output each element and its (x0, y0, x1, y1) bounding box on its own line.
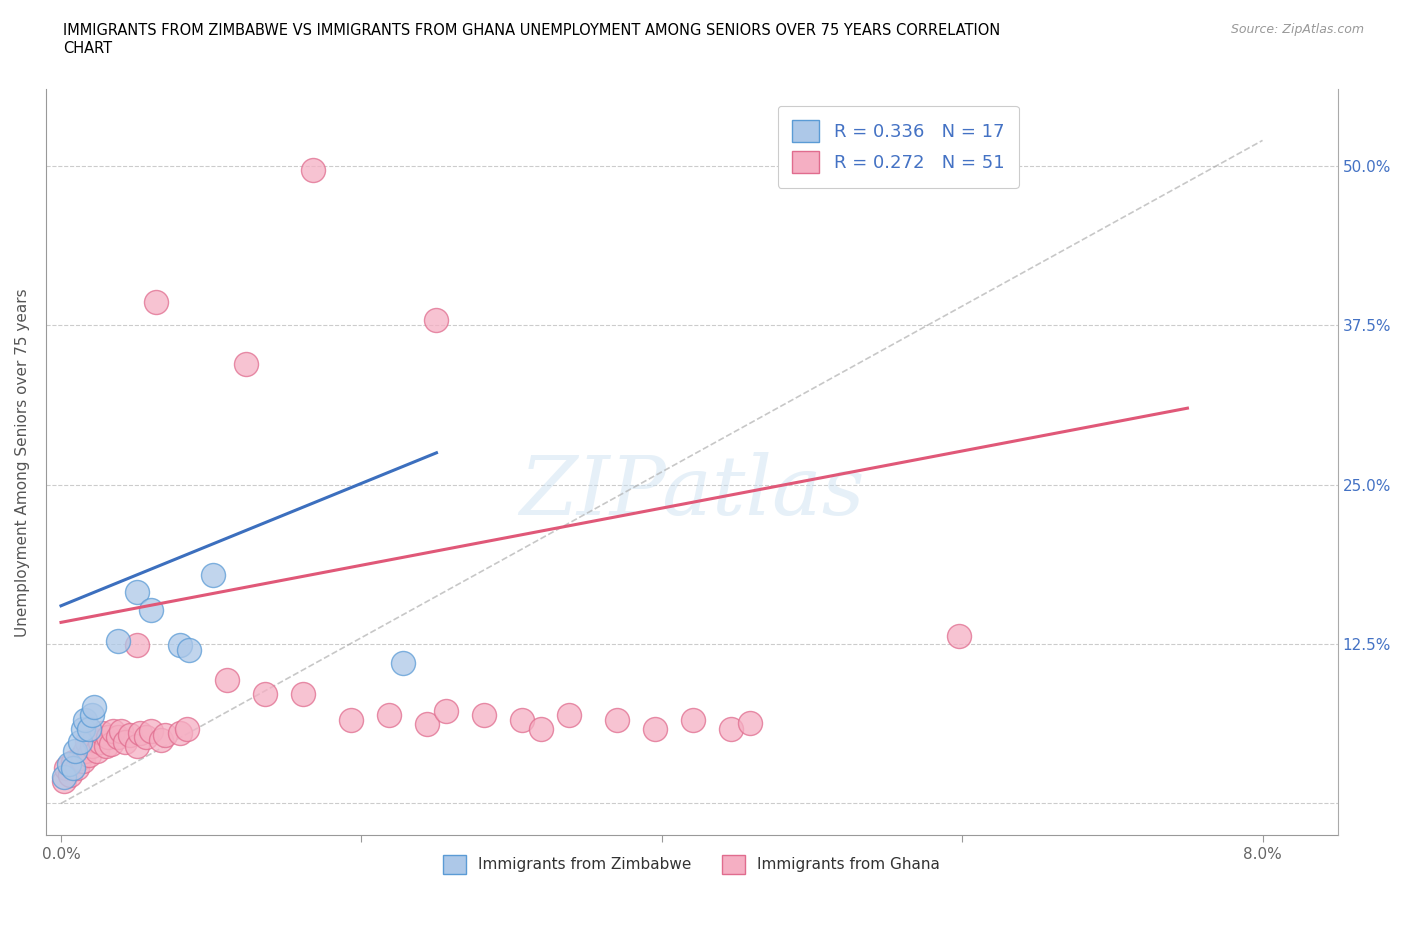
Point (125, 585, 148, 600)
Point (73, 712, 96, 727)
Point (62, 754, 84, 769)
Point (114, 735, 136, 750)
Point (606, 712, 628, 727)
Point (179, 642, 201, 657)
Point (90, 725, 112, 740)
Point (201, 567, 224, 582)
Point (66, 761, 89, 776)
Point (301, 163, 323, 178)
Point (120, 727, 142, 742)
Text: Source: ZipAtlas.com: Source: ZipAtlas.com (1230, 23, 1364, 36)
Point (94, 738, 117, 753)
Point (510, 712, 533, 727)
Point (52, 770, 75, 785)
Point (948, 629, 970, 644)
Point (72, 754, 94, 769)
Point (89, 735, 111, 750)
Point (176, 722, 198, 737)
Point (254, 686, 277, 701)
Point (558, 708, 581, 723)
Point (530, 722, 553, 737)
Point (377, 708, 399, 723)
Text: IMMIGRANTS FROM ZIMBABWE VS IMMIGRANTS FROM GHANA UNEMPLOYMENT AMONG SENIORS OVE: IMMIGRANTS FROM ZIMBABWE VS IMMIGRANTS F… (63, 23, 1001, 56)
Legend: Immigrants from Zimbabwe, Immigrants from Ghana: Immigrants from Zimbabwe, Immigrants fro… (437, 849, 946, 880)
Point (738, 715, 761, 730)
Point (169, 725, 191, 740)
Point (69, 751, 91, 765)
Point (86, 743, 108, 758)
Point (292, 686, 315, 701)
Point (82, 738, 104, 753)
Point (472, 708, 495, 723)
Point (720, 722, 742, 737)
Point (107, 730, 129, 745)
Point (434, 704, 457, 719)
Point (392, 656, 415, 671)
Point (97, 730, 120, 745)
Point (79, 722, 101, 737)
Point (682, 712, 704, 727)
Point (107, 633, 129, 648)
Point (141, 603, 163, 618)
Point (141, 724, 163, 738)
Point (155, 727, 177, 742)
Point (83, 699, 105, 714)
Point (59, 768, 82, 783)
Point (128, 725, 150, 740)
Point (83, 733, 105, 748)
Point (72, 722, 94, 737)
Point (145, 295, 167, 310)
Point (169, 638, 191, 653)
Point (235, 356, 257, 371)
Point (125, 638, 148, 653)
Point (644, 722, 666, 737)
Point (58, 756, 80, 771)
Point (76, 735, 98, 750)
Point (103, 724, 125, 738)
Point (217, 673, 239, 688)
Point (110, 724, 132, 738)
Text: ZIPatlas: ZIPatlas (519, 452, 865, 532)
Point (65, 743, 87, 758)
Point (73, 743, 96, 758)
Point (82, 708, 104, 723)
Point (149, 733, 172, 748)
Point (135, 730, 157, 745)
Point (125, 738, 148, 753)
Point (55, 761, 77, 776)
Point (425, 312, 447, 327)
Point (339, 712, 361, 727)
Point (415, 717, 437, 732)
Point (69, 735, 91, 750)
Point (62, 761, 84, 776)
Point (100, 737, 122, 751)
Y-axis label: Unemployment Among Seniors over 75 years: Unemployment Among Seniors over 75 years (15, 288, 30, 637)
Point (52, 774, 75, 789)
Point (79, 748, 101, 763)
